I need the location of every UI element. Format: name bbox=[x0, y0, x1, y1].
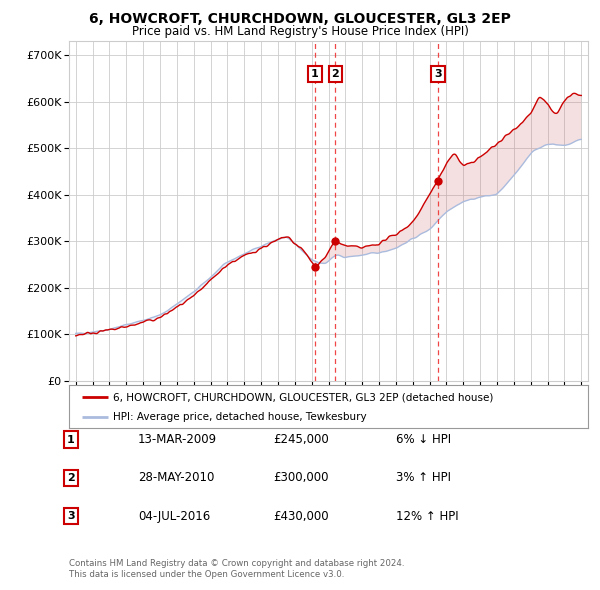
Text: Price paid vs. HM Land Registry's House Price Index (HPI): Price paid vs. HM Land Registry's House … bbox=[131, 25, 469, 38]
Text: 1: 1 bbox=[67, 435, 74, 444]
Text: 6, HOWCROFT, CHURCHDOWN, GLOUCESTER, GL3 2EP: 6, HOWCROFT, CHURCHDOWN, GLOUCESTER, GL3… bbox=[89, 12, 511, 26]
Text: 3: 3 bbox=[434, 69, 442, 79]
Text: 2: 2 bbox=[67, 473, 74, 483]
Text: This data is licensed under the Open Government Licence v3.0.: This data is licensed under the Open Gov… bbox=[69, 571, 344, 579]
Text: 3: 3 bbox=[67, 512, 74, 521]
Text: 28-MAY-2010: 28-MAY-2010 bbox=[138, 471, 214, 484]
Text: Contains HM Land Registry data © Crown copyright and database right 2024.: Contains HM Land Registry data © Crown c… bbox=[69, 559, 404, 568]
Text: 13-MAR-2009: 13-MAR-2009 bbox=[138, 433, 217, 446]
Text: £300,000: £300,000 bbox=[273, 471, 329, 484]
Text: 12% ↑ HPI: 12% ↑ HPI bbox=[396, 510, 458, 523]
Text: £430,000: £430,000 bbox=[273, 510, 329, 523]
Text: £245,000: £245,000 bbox=[273, 433, 329, 446]
Text: HPI: Average price, detached house, Tewkesbury: HPI: Average price, detached house, Tewk… bbox=[113, 412, 367, 422]
Text: 6% ↓ HPI: 6% ↓ HPI bbox=[396, 433, 451, 446]
Text: 3% ↑ HPI: 3% ↑ HPI bbox=[396, 471, 451, 484]
Text: 2: 2 bbox=[331, 69, 339, 79]
Text: 1: 1 bbox=[311, 69, 319, 79]
Text: 6, HOWCROFT, CHURCHDOWN, GLOUCESTER, GL3 2EP (detached house): 6, HOWCROFT, CHURCHDOWN, GLOUCESTER, GL3… bbox=[113, 392, 493, 402]
Text: 04-JUL-2016: 04-JUL-2016 bbox=[138, 510, 210, 523]
